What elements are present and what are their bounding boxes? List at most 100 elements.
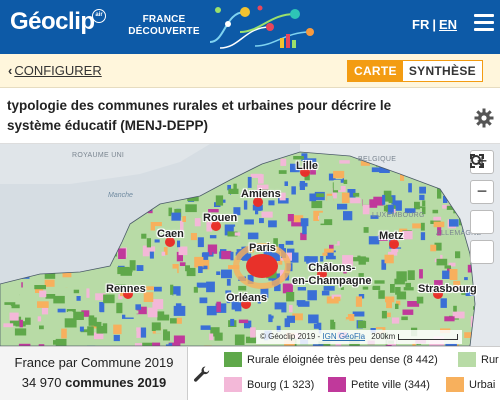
commune-cell[interactable]	[39, 290, 47, 298]
commune-cell[interactable]	[363, 272, 374, 280]
commune-cell[interactable]	[336, 175, 344, 183]
commune-cell[interactable]	[233, 207, 241, 216]
commune-cell[interactable]	[432, 233, 436, 244]
lang-en-link[interactable]: EN	[438, 17, 458, 32]
commune-cell[interactable]	[258, 174, 264, 184]
commune-cell[interactable]	[440, 298, 447, 308]
commune-cell[interactable]	[263, 250, 273, 257]
commune-cell[interactable]	[185, 263, 190, 272]
commune-cell[interactable]	[182, 216, 186, 222]
commune-cell[interactable]	[221, 250, 232, 260]
commune-cell[interactable]	[72, 272, 78, 280]
commune-cell[interactable]	[18, 343, 31, 346]
commune-cell[interactable]	[120, 267, 133, 276]
commune-cell[interactable]	[302, 224, 307, 235]
commune-cell[interactable]	[142, 342, 154, 346]
commune-cell[interactable]	[177, 240, 181, 248]
commune-cell[interactable]	[449, 219, 459, 227]
commune-cell[interactable]	[182, 183, 192, 189]
urban-center-cell[interactable]	[165, 237, 175, 247]
commune-cell[interactable]	[96, 326, 104, 334]
commune-cell[interactable]	[345, 314, 355, 321]
commune-cell[interactable]	[357, 320, 367, 329]
commune-cell[interactable]	[88, 252, 94, 263]
commune-cell[interactable]	[66, 210, 76, 219]
commune-cell[interactable]	[193, 286, 198, 293]
commune-cell[interactable]	[440, 206, 444, 210]
commune-cell[interactable]	[330, 304, 339, 310]
commune-cell[interactable]	[67, 204, 75, 209]
commune-cell[interactable]	[383, 190, 392, 202]
commune-cell[interactable]	[70, 262, 78, 267]
commune-cell[interactable]	[113, 334, 120, 342]
commune-cell[interactable]	[273, 148, 283, 156]
commune-cell[interactable]	[329, 244, 334, 252]
commune-cell[interactable]	[461, 287, 474, 295]
commune-cell[interactable]	[319, 212, 325, 224]
commune-cell[interactable]	[1, 228, 8, 237]
commune-cell[interactable]	[420, 232, 426, 241]
commune-cell[interactable]	[214, 332, 223, 341]
commune-cell[interactable]	[350, 257, 360, 267]
commune-cell[interactable]	[45, 294, 56, 299]
commune-cell[interactable]	[136, 195, 143, 205]
commune-cell[interactable]	[18, 289, 26, 295]
commune-cell[interactable]	[270, 212, 278, 223]
commune-cell[interactable]	[268, 314, 274, 323]
commune-cell[interactable]	[54, 285, 66, 289]
commune-cell[interactable]	[327, 195, 334, 202]
commune-cell[interactable]	[365, 313, 371, 321]
commune-cell[interactable]	[442, 204, 451, 209]
commune-cell[interactable]	[464, 277, 468, 281]
commune-cell[interactable]	[448, 262, 456, 267]
commune-cell[interactable]	[209, 235, 217, 239]
commune-cell[interactable]	[244, 219, 254, 225]
commune-cell[interactable]	[176, 317, 182, 324]
commune-cell[interactable]	[340, 286, 344, 292]
commune-cell[interactable]	[260, 288, 269, 299]
commune-cell[interactable]	[57, 242, 67, 250]
commune-cell[interactable]	[87, 247, 93, 251]
commune-cell[interactable]	[91, 239, 100, 246]
commune-cell[interactable]	[165, 175, 176, 181]
commune-cell[interactable]	[27, 243, 38, 253]
commune-cell[interactable]	[388, 196, 393, 204]
commune-cell[interactable]	[321, 290, 330, 296]
commune-cell[interactable]	[199, 259, 210, 270]
commune-cell[interactable]	[158, 273, 165, 277]
urban-center-cell[interactable]	[253, 197, 263, 207]
commune-cell[interactable]	[401, 316, 408, 321]
commune-cell[interactable]	[96, 311, 100, 318]
commune-cell[interactable]	[156, 197, 164, 208]
commune-cell[interactable]	[142, 175, 148, 180]
commune-cell[interactable]	[297, 287, 306, 291]
commune-cell[interactable]	[89, 236, 99, 240]
commune-cell[interactable]	[272, 318, 284, 324]
commune-cell[interactable]	[62, 251, 72, 258]
commune-cell[interactable]	[330, 319, 336, 330]
commune-cell[interactable]	[178, 246, 188, 256]
commune-cell[interactable]	[173, 294, 177, 298]
commune-cell[interactable]	[402, 247, 408, 258]
commune-cell[interactable]	[216, 271, 221, 275]
commune-cell[interactable]	[77, 183, 81, 191]
commune-cell[interactable]	[206, 305, 217, 316]
commune-cell[interactable]	[199, 297, 208, 304]
commune-cell[interactable]	[205, 327, 210, 335]
commune-cell[interactable]	[238, 319, 249, 324]
commune-cell[interactable]	[266, 146, 270, 155]
commune-cell[interactable]	[149, 247, 154, 259]
commune-cell[interactable]	[436, 258, 448, 266]
commune-cell[interactable]	[391, 245, 399, 256]
commune-cell[interactable]	[75, 203, 81, 207]
commune-cell[interactable]	[279, 192, 286, 201]
commune-cell[interactable]	[319, 266, 329, 271]
commune-cell[interactable]	[180, 177, 188, 185]
commune-cell[interactable]	[185, 167, 191, 172]
commune-cell[interactable]	[385, 272, 390, 283]
commune-cell[interactable]	[323, 286, 335, 291]
commune-cell[interactable]	[97, 289, 110, 293]
commune-cell[interactable]	[296, 300, 306, 306]
commune-cell[interactable]	[57, 238, 65, 245]
commune-cell[interactable]	[3, 265, 12, 270]
